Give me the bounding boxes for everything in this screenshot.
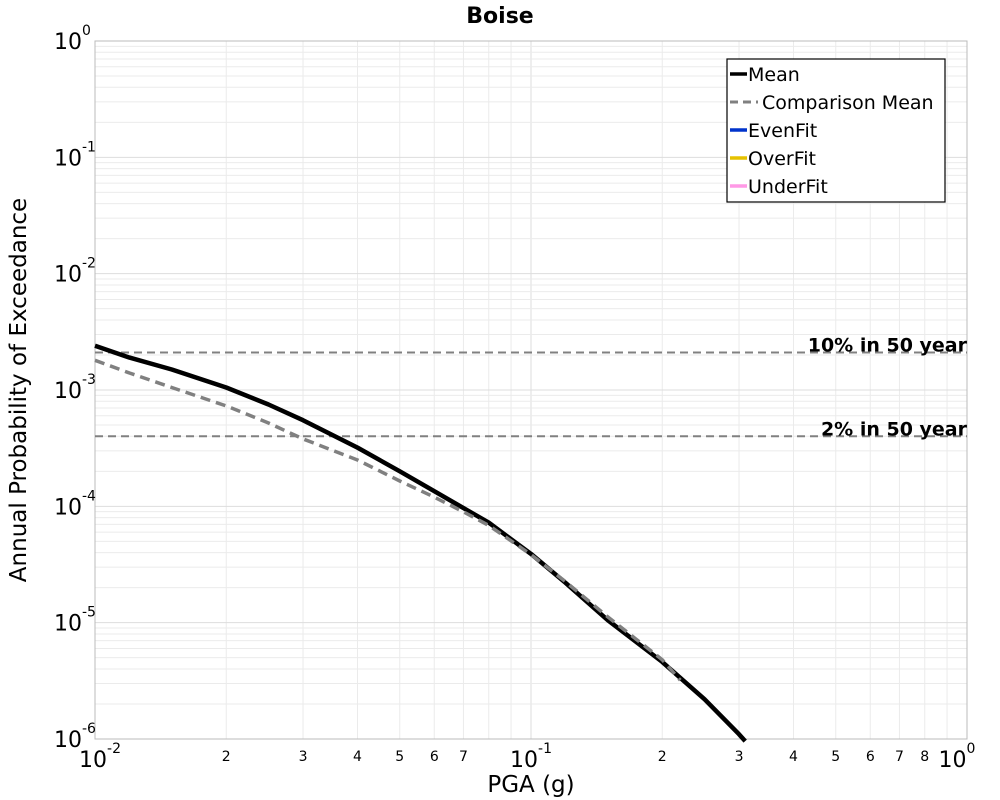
x-axis-label: PGA (g): [487, 772, 574, 798]
x-minor-tick-label: 7: [895, 749, 904, 765]
x-minor-tick-label: 3: [735, 749, 744, 765]
reference-line-label: 10% in 50 year: [808, 335, 968, 357]
series-lines: [94, 343, 747, 743]
legend-box: [726, 58, 946, 203]
x-minor-tick-label: 3: [299, 749, 308, 765]
y-tick-label: 10-6: [54, 721, 96, 753]
x-minor-tick-label: 6: [866, 749, 875, 765]
x-minor-tick-label: 2: [658, 749, 667, 765]
legend-label: Comparison Mean: [762, 92, 934, 114]
reference-lines: 10% in 50 year 2% in 50 year: [95, 335, 968, 440]
grid-lines: [95, 41, 967, 739]
x-minor-tick-label: 7: [459, 749, 468, 765]
x-minor-tick-label: 2: [222, 749, 231, 765]
x-tick-label: 100: [939, 741, 976, 773]
y-tick-label: 10-1: [54, 139, 96, 171]
y-tick-label: 10-4: [54, 488, 96, 520]
legend-label: Mean: [748, 64, 800, 86]
x-minor-tick-label: 5: [831, 749, 840, 765]
legend-label: OverFit: [748, 148, 816, 170]
x-minor-tick-label: 5: [395, 749, 404, 765]
legend-label: EvenFit: [748, 120, 817, 142]
x-tick-label: 10-1: [510, 741, 552, 773]
series-line: [94, 358, 682, 682]
legend: Mean Comparison Mean EvenFit OverFit UnderFi…: [726, 58, 946, 203]
x-minor-tick-label: 8: [920, 749, 929, 765]
legend-label: UnderFit: [748, 176, 828, 198]
y-tick-label: 10-3: [54, 372, 96, 404]
y-tick-label: 10-5: [54, 605, 96, 637]
y-tick-label: 100: [54, 23, 91, 55]
x-minor-tick-label: 4: [353, 749, 362, 765]
y-axis-label: Annual Probability of Exceedance: [6, 198, 32, 582]
chart-title: Boise: [466, 4, 533, 29]
plot-frame: [94, 40, 968, 740]
x-minor-tick-label: 4: [789, 749, 798, 765]
reference-line-label: 2% in 50 year: [821, 418, 968, 440]
x-tick-label: 10-2: [79, 741, 121, 773]
x-minor-tick-label: 6: [430, 749, 439, 765]
y-tick-label: 10-2: [54, 256, 96, 288]
